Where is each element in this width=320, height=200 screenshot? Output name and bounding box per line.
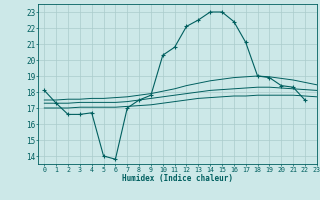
X-axis label: Humidex (Indice chaleur): Humidex (Indice chaleur)	[122, 174, 233, 183]
